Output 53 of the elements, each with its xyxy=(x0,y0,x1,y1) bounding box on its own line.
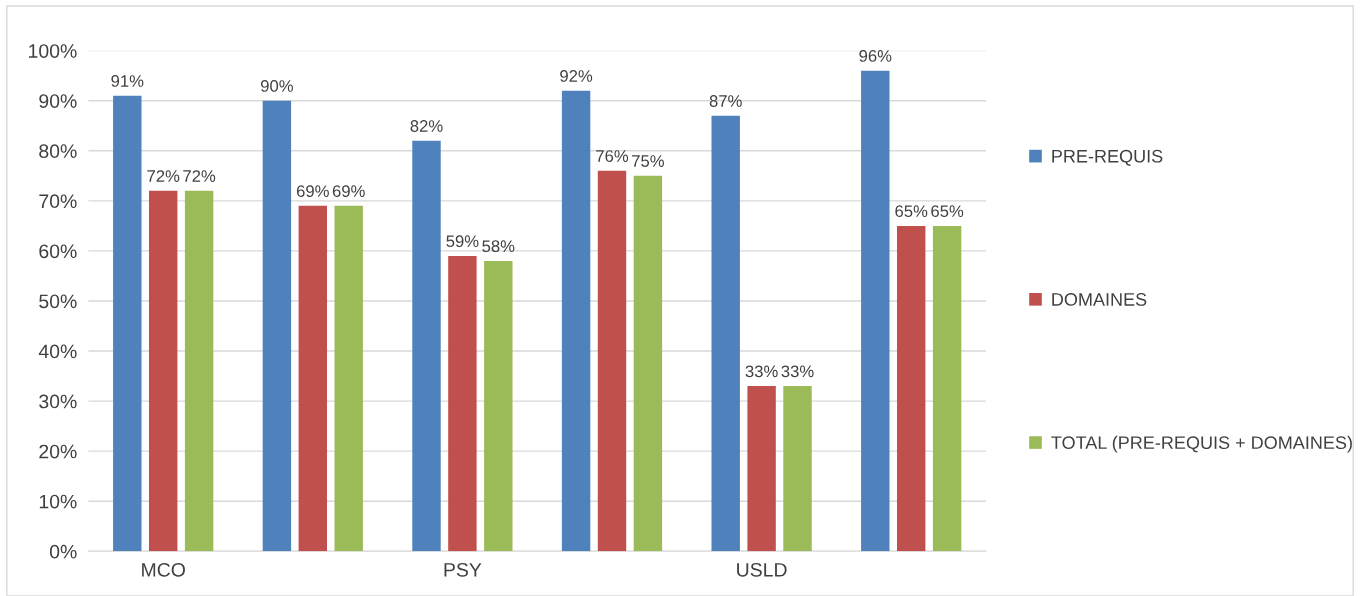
bar xyxy=(783,386,812,552)
bar xyxy=(711,115,740,552)
bar xyxy=(861,70,890,552)
data-label: 75% xyxy=(632,155,664,167)
data-label: 72% xyxy=(147,170,180,182)
y-tick-label: 60% xyxy=(39,244,77,259)
legend-label: DOMAINES xyxy=(1052,293,1147,306)
y-tick-label: 50% xyxy=(39,294,77,309)
y-tick-label: 40% xyxy=(38,344,77,359)
data-label: 33% xyxy=(745,365,778,378)
y-tick-label: 30% xyxy=(39,394,77,409)
data-label: 82% xyxy=(410,120,443,132)
data-label: 58% xyxy=(482,240,515,253)
x-tick-label: PSY xyxy=(444,562,482,577)
data-label: 65% xyxy=(895,205,928,218)
data-label: 92% xyxy=(560,70,593,82)
bar xyxy=(262,100,292,552)
bar xyxy=(113,95,142,552)
data-label: 91% xyxy=(111,75,144,87)
bar xyxy=(334,205,363,552)
y-tick-label: 0% xyxy=(49,544,77,559)
legend-label: PRE-REQUIS xyxy=(1052,149,1163,166)
bar xyxy=(412,140,441,552)
data-label: 76% xyxy=(596,150,629,162)
x-tick-label: USLD xyxy=(737,562,787,577)
data-label: 69% xyxy=(296,185,329,198)
bar xyxy=(148,190,178,552)
data-label: 87% xyxy=(709,95,742,107)
data-label: 59% xyxy=(446,235,479,248)
bar xyxy=(747,386,776,552)
y-tick-label: 70% xyxy=(39,194,77,209)
data-label: 96% xyxy=(859,50,892,62)
legend-label: TOTAL (PRE-REQUIS + DOMAINES) xyxy=(1051,435,1352,453)
bar xyxy=(633,175,663,552)
data-label: 90% xyxy=(261,80,293,92)
data-label: 33% xyxy=(781,365,814,378)
bar xyxy=(561,90,591,552)
bar xyxy=(484,260,513,552)
bar xyxy=(896,225,926,552)
x-tick-label: MCO xyxy=(142,562,185,577)
y-tick-label: 100% xyxy=(29,44,77,58)
y-tick-label: 20% xyxy=(39,444,77,459)
bar xyxy=(597,170,627,552)
data-label: 72% xyxy=(183,170,216,182)
bar xyxy=(932,225,962,552)
bar xyxy=(448,255,477,552)
y-tick-label: 10% xyxy=(39,494,77,509)
bar xyxy=(298,205,328,552)
y-tick-label: 80% xyxy=(39,144,77,159)
data-label: 65% xyxy=(931,205,964,218)
data-label: 69% xyxy=(332,185,365,198)
y-tick-label: 90% xyxy=(39,94,77,108)
bar xyxy=(184,190,214,552)
